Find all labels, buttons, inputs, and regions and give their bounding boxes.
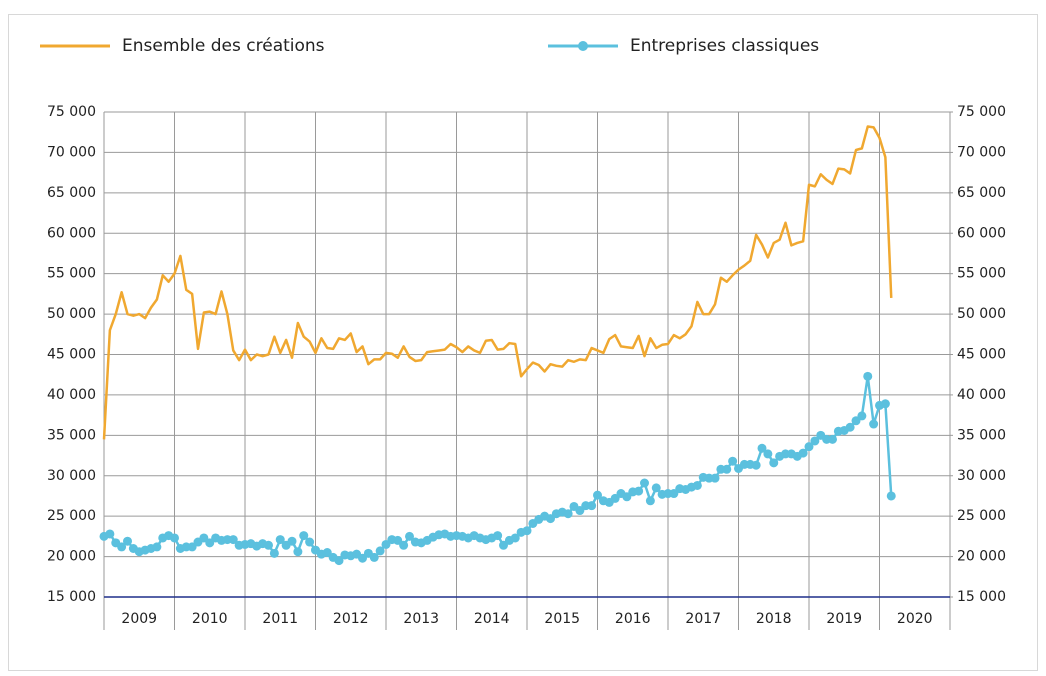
- series-marker: [692, 480, 702, 490]
- y-tick-label: 30 000: [47, 468, 96, 484]
- series-marker: [299, 531, 309, 541]
- x-tick-label: 2016: [615, 611, 651, 627]
- y-tick-label: 50 000: [47, 306, 96, 322]
- series-marker: [399, 540, 409, 550]
- series-marker: [593, 490, 602, 500]
- y-tick-label: 75 000: [47, 104, 96, 120]
- series-marker: [375, 546, 385, 556]
- series-marker: [563, 509, 573, 519]
- series-marker: [886, 491, 896, 501]
- y-tick-label: 20 000: [47, 549, 96, 565]
- y2-tick-label: 25 000: [957, 508, 1006, 524]
- y-tick-label: 60 000: [47, 225, 96, 241]
- x-tick-label: 2015: [544, 611, 580, 627]
- panel: [8, 14, 1038, 671]
- series-marker: [869, 419, 879, 429]
- series-marker: [769, 458, 779, 468]
- x-tick-label: 2019: [826, 611, 862, 627]
- y2-tick-label: 15 000: [957, 589, 1006, 605]
- y-tick-label: 55 000: [47, 266, 96, 282]
- series-marker: [763, 449, 773, 459]
- x-tick-label: 2018: [756, 611, 792, 627]
- y-tick-label: 70 000: [47, 144, 96, 160]
- series-marker: [305, 537, 315, 547]
- y2-tick-label: 75 000: [957, 104, 1006, 120]
- series-marker: [369, 552, 379, 562]
- y-tick-label: 45 000: [47, 347, 96, 363]
- series-marker: [845, 422, 855, 432]
- series-marker: [804, 442, 814, 452]
- series-marker: [828, 434, 837, 444]
- y2-tick-label: 35 000: [957, 427, 1006, 443]
- x-tick-label: 2017: [685, 611, 721, 627]
- series-marker: [857, 411, 867, 421]
- x-tick-label: 2012: [333, 611, 369, 627]
- y2-tick-label: 60 000: [957, 225, 1006, 241]
- series-marker: [287, 536, 297, 546]
- series-marker: [587, 501, 597, 511]
- y2-tick-label: 55 000: [957, 266, 1006, 282]
- series-line: [102, 125, 893, 440]
- series-marker: [170, 533, 179, 543]
- series-marker: [722, 464, 732, 474]
- y2-tick-label: 20 000: [957, 549, 1006, 565]
- series-marker: [510, 533, 520, 543]
- series-marker: [269, 548, 279, 558]
- y-tick-label: 40 000: [47, 387, 96, 403]
- series-marker: [105, 529, 115, 539]
- series-marker: [645, 496, 655, 506]
- y-tick-label: 15 000: [47, 589, 96, 605]
- series-marker: [634, 486, 644, 496]
- series-marker: [334, 556, 344, 566]
- series-marker: [728, 456, 738, 466]
- series-marker: [293, 547, 303, 557]
- y2-tick-label: 40 000: [957, 387, 1006, 403]
- x-tick-label: 2009: [121, 611, 157, 627]
- series-marker: [123, 536, 132, 546]
- series-marker: [710, 473, 720, 483]
- series-marker: [757, 443, 767, 453]
- y-tick-label: 25 000: [47, 508, 96, 524]
- legend-marker: [578, 41, 588, 51]
- legend-label: Entreprises classiques: [630, 36, 819, 56]
- series-marker: [640, 478, 649, 488]
- y2-tick-label: 45 000: [957, 347, 1006, 363]
- x-tick-label: 2020: [897, 611, 933, 627]
- x-tick-label: 2011: [262, 611, 298, 627]
- series-marker: [798, 448, 808, 458]
- series-marker: [522, 526, 532, 536]
- x-tick-label: 2010: [192, 611, 228, 627]
- series-marker: [880, 399, 890, 409]
- series-marker: [493, 531, 503, 541]
- series-marker: [228, 535, 238, 545]
- y2-tick-label: 70 000: [957, 144, 1006, 160]
- series-marker: [117, 542, 127, 552]
- series-marker: [152, 542, 162, 552]
- x-tick-label: 2013: [403, 611, 439, 627]
- y2-tick-label: 30 000: [957, 468, 1006, 484]
- y2-tick-label: 65 000: [957, 185, 1006, 201]
- x-tick-label: 2014: [474, 611, 510, 627]
- series-marker: [810, 436, 820, 446]
- y-tick-label: 35 000: [47, 427, 96, 443]
- series-marker: [651, 483, 661, 493]
- series-marker: [751, 460, 761, 470]
- series-marker: [264, 540, 273, 550]
- series-marker: [405, 531, 414, 541]
- legend-label: Ensemble des créations: [122, 36, 325, 56]
- series-marker: [863, 371, 873, 381]
- y-tick-label: 65 000: [47, 185, 96, 201]
- series-marker: [275, 535, 285, 545]
- y2-tick-label: 50 000: [957, 306, 1006, 322]
